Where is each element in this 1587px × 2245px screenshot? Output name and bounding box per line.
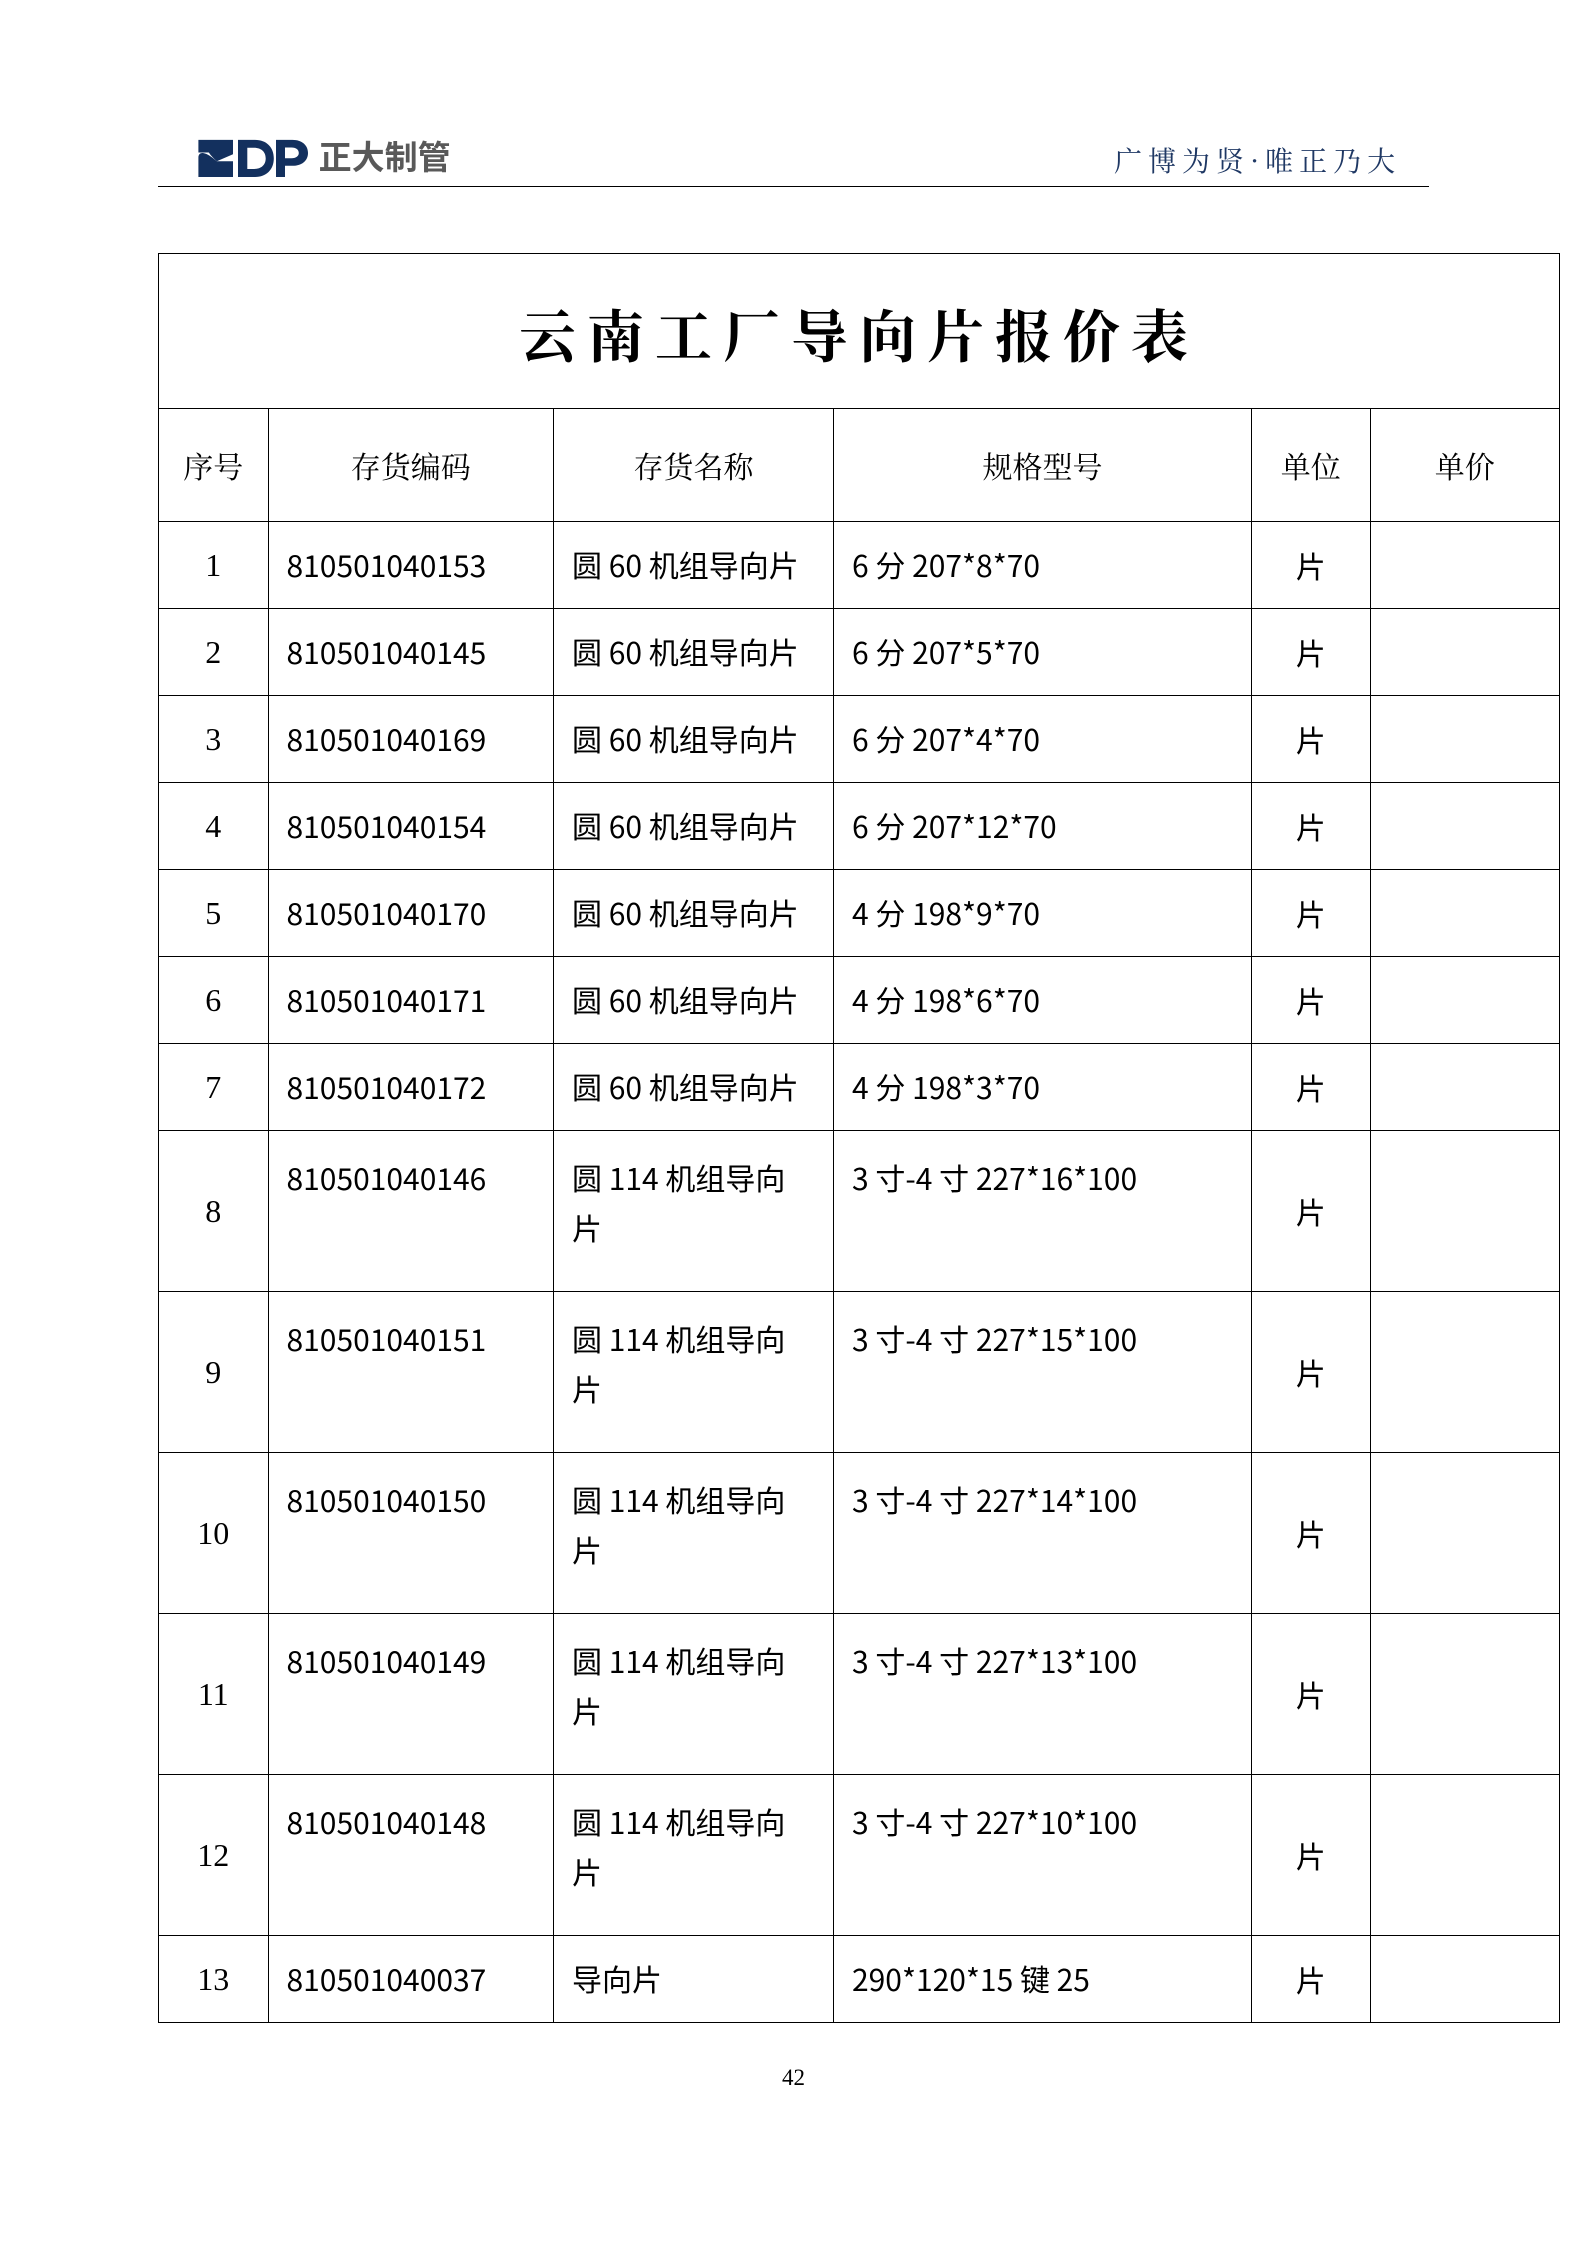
svg-text:正大制管: 正大制管 (319, 135, 451, 177)
